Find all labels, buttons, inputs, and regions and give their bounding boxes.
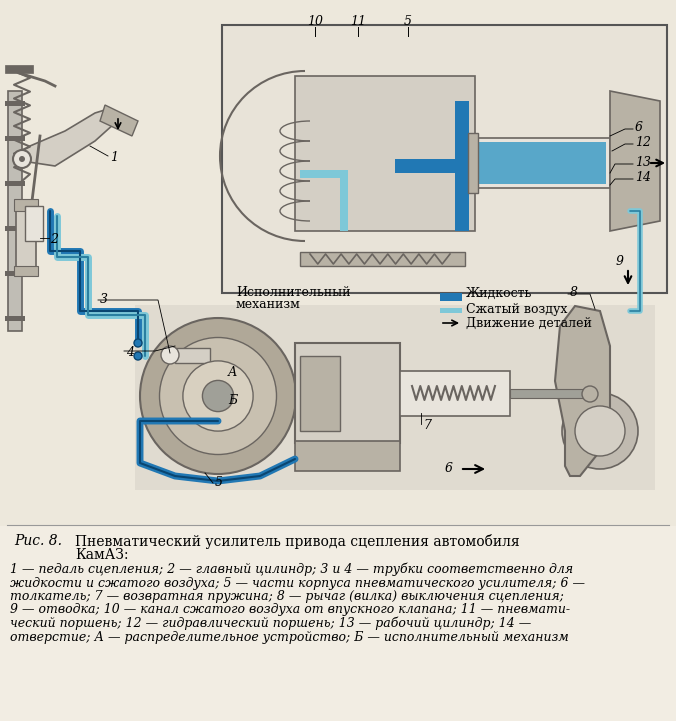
Text: 7: 7 — [423, 419, 431, 432]
Text: толкатель; 7 — возвратная пружина; 8 — рычаг (вилка) выключения сцепления;: толкатель; 7 — возвратная пружина; 8 — р… — [10, 590, 564, 603]
Bar — [510, 389, 585, 398]
Circle shape — [562, 393, 638, 469]
Text: ческий поршень; 12 — гидравлический поршень; 13 — рабочий цилиндр; 14 —: ческий поршень; 12 — гидравлический порш… — [10, 617, 531, 630]
Text: Пневматический усилитель привода сцепления автомобиля: Пневматический усилитель привода сцеплен… — [75, 534, 520, 549]
Circle shape — [13, 150, 31, 168]
Bar — [25, 206, 43, 241]
Bar — [14, 266, 38, 276]
Bar — [5, 65, 33, 73]
Bar — [175, 348, 210, 363]
Text: отверстие; А — распределительное устройство; Б — исполнительный механизм: отверстие; А — распределительное устройс… — [10, 630, 569, 644]
Bar — [470, 138, 610, 188]
Bar — [295, 441, 400, 471]
Bar — [8, 91, 22, 331]
Bar — [300, 170, 348, 178]
Text: 6: 6 — [445, 462, 453, 475]
Text: Рис. 8.: Рис. 8. — [14, 534, 62, 548]
Text: 5: 5 — [215, 476, 223, 489]
Text: 8: 8 — [570, 286, 578, 299]
Text: 11: 11 — [350, 15, 366, 28]
Bar — [340, 171, 348, 231]
Bar — [300, 356, 340, 431]
Text: 9: 9 — [616, 255, 624, 268]
Text: Жидкость: Жидкость — [466, 286, 533, 299]
Text: 2: 2 — [50, 233, 58, 246]
Circle shape — [582, 386, 598, 402]
Bar — [468, 133, 478, 193]
Text: Б: Б — [228, 394, 237, 407]
Circle shape — [134, 352, 142, 360]
Circle shape — [202, 381, 234, 412]
Polygon shape — [555, 306, 610, 476]
Polygon shape — [100, 105, 138, 136]
Circle shape — [140, 318, 296, 474]
Bar — [222, 25, 667, 293]
Bar — [0, 0, 676, 526]
Text: механизм: механизм — [236, 298, 301, 311]
Bar — [440, 293, 462, 301]
Text: 3: 3 — [100, 293, 108, 306]
Circle shape — [19, 156, 25, 162]
Bar — [400, 371, 510, 416]
Bar — [395, 159, 470, 173]
Text: А: А — [228, 366, 237, 379]
Text: Движение деталей: Движение деталей — [466, 317, 592, 329]
Text: 13: 13 — [635, 156, 651, 169]
Bar — [455, 101, 469, 231]
Text: 14: 14 — [635, 171, 651, 184]
Bar — [295, 76, 475, 231]
Bar — [5, 226, 25, 231]
Polygon shape — [22, 109, 115, 166]
Text: 1: 1 — [110, 151, 118, 164]
Text: 6: 6 — [635, 121, 643, 134]
Bar — [14, 199, 38, 211]
Bar — [5, 271, 25, 276]
Bar — [300, 252, 465, 266]
Text: 10: 10 — [307, 15, 323, 28]
Bar — [135, 305, 655, 490]
Text: 9 — отводка; 10 — канал сжатого воздуха от впускного клапана; 11 — пневмати-: 9 — отводка; 10 — канал сжатого воздуха … — [10, 603, 570, 616]
Polygon shape — [610, 91, 660, 231]
Bar — [440, 308, 462, 313]
Bar — [16, 206, 36, 271]
Circle shape — [161, 346, 179, 364]
Text: Исполнительный: Исполнительный — [236, 286, 350, 299]
Circle shape — [134, 339, 142, 347]
Text: 12: 12 — [635, 136, 651, 149]
Bar — [5, 316, 25, 321]
Bar — [5, 101, 25, 106]
Circle shape — [160, 337, 276, 454]
Bar — [474, 142, 606, 184]
Text: КамАЗ:: КамАЗ: — [75, 548, 128, 562]
Text: жидкости и сжатого воздуха; 5 — части корпуса пневматического усилителя; 6 —: жидкости и сжатого воздуха; 5 — части ко… — [10, 577, 585, 590]
Bar — [295, 343, 400, 443]
Circle shape — [575, 406, 625, 456]
Text: 1 — педаль сцепления; 2 — главный цилиндр; 3 и 4 — трубки соответственно для: 1 — педаль сцепления; 2 — главный цилинд… — [10, 563, 573, 577]
Text: 5: 5 — [404, 15, 412, 28]
Bar — [474, 142, 606, 184]
Circle shape — [183, 361, 253, 431]
Bar — [5, 136, 25, 141]
Bar — [5, 181, 25, 186]
Text: 4: 4 — [126, 346, 134, 359]
Text: Сжатый воздух: Сжатый воздух — [466, 303, 567, 316]
